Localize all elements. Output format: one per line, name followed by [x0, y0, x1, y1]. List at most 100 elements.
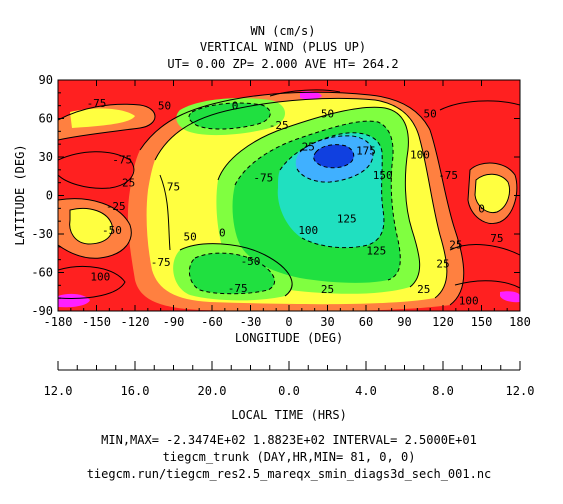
x-tick-label: -150: [82, 315, 111, 329]
contour-label: 100: [298, 224, 318, 237]
chart-title-line-3: UT= 0.00 ZP= 2.000 AVE HT= 264.2: [167, 57, 398, 71]
y-axis-label: LATITUDE (DEG): [13, 144, 27, 245]
contour-label: 50: [321, 107, 334, 120]
contour-label: 75: [167, 181, 180, 194]
contour-label: -25: [269, 119, 289, 132]
local-time-tick-label: 4.0: [355, 384, 377, 398]
x-tick-label: 0: [285, 315, 292, 329]
contour-label: 25: [302, 141, 315, 154]
x-tick-label: -180: [44, 315, 73, 329]
contour-line: [279, 132, 385, 249]
y-tick-label: -30: [31, 227, 53, 241]
x-tick-label: 120: [432, 315, 454, 329]
contour-line: [159, 174, 171, 251]
y-axis: -90 -60 -30 0 30 60 90: [31, 73, 520, 318]
contour-line: [449, 244, 520, 256]
file-text: tiegcm.run/tiegcm_res2.5_mareqx_smin_dia…: [87, 467, 492, 481]
x-tick-label: 150: [471, 315, 493, 329]
y-tick-label: 60: [39, 112, 53, 126]
contour-line: [188, 102, 271, 130]
local-time-label: LOCAL TIME (HRS): [231, 408, 347, 422]
contour-line: [467, 162, 518, 224]
minmax-text: MIN,MAX= -2.3474E+02 1.8823E+02 INTERVAL…: [101, 433, 477, 447]
y-tick-label: -60: [31, 266, 53, 280]
contour-label: 25: [321, 283, 334, 296]
contour-line: [217, 106, 421, 288]
contour-label: 0: [232, 100, 239, 113]
y-tick-label: 90: [39, 73, 53, 87]
contour-label: 25: [436, 258, 449, 271]
contour-label: 100: [410, 148, 430, 161]
contour-label: 25: [122, 177, 135, 190]
contour-line: [295, 135, 374, 183]
contour-label: 50: [184, 231, 197, 244]
contour-label: 75: [490, 232, 503, 245]
x-tick-label: 30: [320, 315, 334, 329]
contour-line: [474, 173, 511, 214]
field-blue-core: [313, 144, 354, 168]
contour-label: 50: [158, 100, 171, 113]
field-yellow-nw: [70, 108, 135, 128]
contour-line: [454, 280, 520, 289]
x-tick-label: -120: [121, 315, 150, 329]
local-time-tick-label: 8.0: [432, 384, 454, 398]
contour-label: -75: [112, 154, 132, 167]
x-tick-label: 60: [359, 315, 373, 329]
contour-line: [234, 120, 401, 281]
contour-label: 175: [356, 145, 376, 158]
contour-label: 150: [373, 169, 393, 182]
contour-label: 100: [90, 270, 110, 283]
contour-field: [58, 80, 520, 311]
contour-label: -75: [151, 256, 171, 269]
field-magenta-se: [500, 291, 520, 303]
x-tick-label: 90: [397, 315, 411, 329]
field-green-north: [188, 103, 271, 130]
contour-line: [69, 207, 113, 245]
x-tick-label: 180: [509, 315, 531, 329]
contour-lines: [58, 89, 520, 306]
contour-line: [58, 103, 156, 141]
y-tick-label: 0: [46, 189, 53, 203]
field-yellow-ne: [475, 174, 510, 213]
contour-label: 25: [417, 283, 430, 296]
local-time-tick-label: 0.0: [278, 384, 300, 398]
field-magenta-n: [300, 91, 322, 100]
contour-label: -50: [102, 224, 122, 237]
chart-title-line-2: VERTICAL WIND (PLUS UP): [200, 40, 366, 54]
contour-label: 0: [219, 227, 226, 240]
local-time-axis: 12.0 16.0 20.0 0.0 4.0 8.0 12.0: [44, 361, 535, 398]
local-time-tick-label: 20.0: [198, 384, 227, 398]
contour-label: -50: [241, 255, 261, 268]
x-tick-label: -90: [163, 315, 185, 329]
field-yellow-sw: [69, 208, 113, 244]
contour-label: -75: [253, 172, 273, 185]
contour-label: 100: [459, 295, 479, 308]
chart-title-line-1: WN (cm/s): [250, 24, 315, 38]
contour-label: 25: [449, 238, 462, 251]
field-green-south: [189, 253, 275, 294]
x-axis-label: LONGITUDE (DEG): [235, 331, 343, 345]
contour-label: 0: [478, 202, 485, 215]
contour-line: [269, 89, 341, 97]
contour-line: [439, 100, 520, 111]
contour-label: 50: [424, 107, 437, 120]
contour-label: -25: [106, 200, 126, 213]
contour-line: [179, 243, 293, 297]
contour-label: -75: [438, 169, 458, 182]
contour-label: -75: [87, 97, 107, 110]
y-tick-label: 30: [39, 150, 53, 164]
contour-line: [188, 252, 276, 295]
local-time-tick-label: 12.0: [506, 384, 535, 398]
contour-line: [313, 144, 355, 169]
y-tick-label: -90: [31, 304, 53, 318]
contour-line: [58, 265, 126, 299]
contour-label: 125: [337, 213, 357, 226]
x-axis: -180 -150 -120 -90 -60 -30 0 30 60 90 120 150 180: [44, 80, 531, 329]
local-time-tick-label: 16.0: [121, 384, 150, 398]
contour-line: [154, 97, 448, 299]
contour-line: [58, 198, 132, 259]
model-text: tiegcm_trunk (DAY,HR,MIN= 81, 0, 0): [163, 450, 416, 464]
x-tick-label: -30: [240, 315, 262, 329]
contour-line: [139, 91, 465, 306]
